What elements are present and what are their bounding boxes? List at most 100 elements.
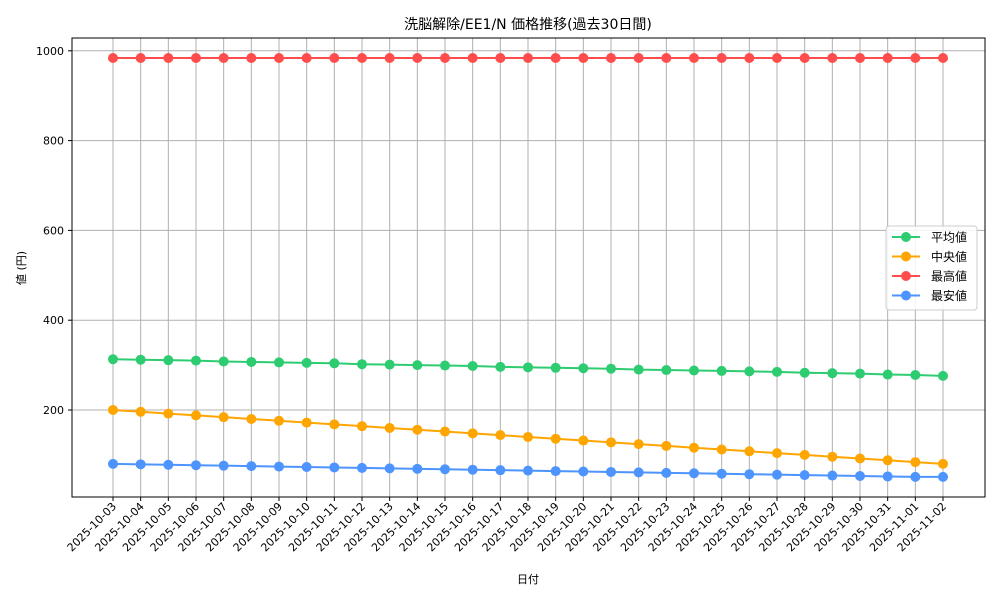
data-point (218, 460, 229, 471)
data-point (357, 52, 367, 63)
data-point (578, 52, 589, 63)
data-point (135, 52, 146, 63)
data-point (661, 52, 672, 63)
data-point (135, 354, 146, 365)
data-point (301, 357, 312, 368)
data-point (716, 365, 727, 376)
data-point (606, 466, 616, 477)
data-point (301, 52, 312, 63)
data-point (938, 458, 948, 469)
legend-marker-icon (901, 271, 911, 281)
data-point (218, 356, 229, 367)
data-point (135, 459, 146, 470)
data-point (523, 52, 533, 63)
legend-label: 平均値 (931, 230, 967, 245)
data-point (495, 361, 506, 372)
data-point (384, 52, 395, 63)
data-point (716, 468, 727, 479)
data-point (772, 469, 782, 480)
data-point (246, 461, 257, 472)
legend-marker-icon (901, 232, 911, 242)
data-point (246, 413, 257, 424)
data-point (799, 52, 810, 63)
chart-title: 洗脳解除/EE1/N 価格推移(過去30日間) (404, 17, 652, 33)
data-point (882, 471, 893, 482)
data-point (938, 370, 948, 381)
data-point (910, 52, 921, 63)
data-point (108, 52, 118, 63)
y-tick-label: 800 (43, 135, 64, 148)
y-tick-label: 1000 (36, 45, 64, 58)
data-point (744, 366, 755, 377)
data-point (218, 52, 229, 63)
data-point (274, 357, 284, 368)
data-point (606, 437, 616, 448)
data-point (772, 366, 782, 377)
x-axis-label: 日付 (517, 573, 539, 586)
data-point (827, 470, 838, 481)
data-point (246, 356, 257, 367)
data-point (467, 464, 478, 475)
data-point (910, 471, 921, 482)
legend-label: 中央値 (931, 249, 967, 264)
series-lines (108, 52, 948, 482)
data-point (689, 442, 699, 453)
data-point (357, 421, 367, 432)
data-point (495, 430, 506, 441)
data-point (689, 52, 699, 63)
data-point (301, 417, 312, 428)
data-point (523, 362, 533, 373)
data-point (938, 471, 948, 482)
grid-lines (72, 38, 985, 497)
data-point (855, 52, 865, 63)
series-最高値 (108, 52, 948, 63)
data-point (467, 360, 478, 371)
data-point (412, 52, 423, 63)
y-axis-ticks: 200 400 600 800 1000 (36, 45, 72, 417)
series-中央値 (108, 405, 948, 469)
data-point (191, 52, 201, 63)
data-point (218, 412, 229, 423)
data-point (827, 451, 838, 462)
legend-marker-icon (901, 251, 911, 262)
legend-label: 最安値 (931, 288, 967, 303)
data-point (191, 460, 201, 471)
data-point (329, 462, 340, 473)
data-point (550, 433, 561, 444)
data-point (744, 446, 755, 457)
data-point (744, 52, 755, 63)
data-point (716, 52, 727, 63)
data-point (329, 419, 340, 430)
data-point (633, 467, 644, 478)
data-point (163, 408, 174, 419)
y-tick-label: 400 (43, 314, 64, 327)
data-point (578, 466, 589, 477)
data-point (163, 52, 174, 63)
data-point (412, 463, 423, 474)
data-point (163, 459, 174, 470)
data-point (689, 468, 699, 479)
data-point (357, 359, 367, 370)
data-point (329, 52, 340, 63)
data-point (578, 363, 589, 374)
data-point (550, 52, 561, 63)
data-point (550, 362, 561, 373)
legend-item: 最高値 (892, 269, 967, 284)
data-point (191, 410, 201, 421)
data-point (495, 52, 506, 63)
data-point (274, 461, 284, 472)
data-point (882, 369, 893, 380)
data-point (578, 435, 589, 446)
legend-label: 最高値 (931, 269, 967, 284)
data-point (772, 52, 782, 63)
legend-item: 平均値 (892, 230, 967, 245)
data-point (274, 52, 284, 63)
data-point (246, 52, 257, 63)
y-tick-label: 600 (43, 224, 64, 237)
data-point (495, 465, 506, 476)
data-point (744, 469, 755, 480)
data-point (910, 457, 921, 468)
series-平均値 (108, 354, 948, 381)
data-point (882, 455, 893, 466)
